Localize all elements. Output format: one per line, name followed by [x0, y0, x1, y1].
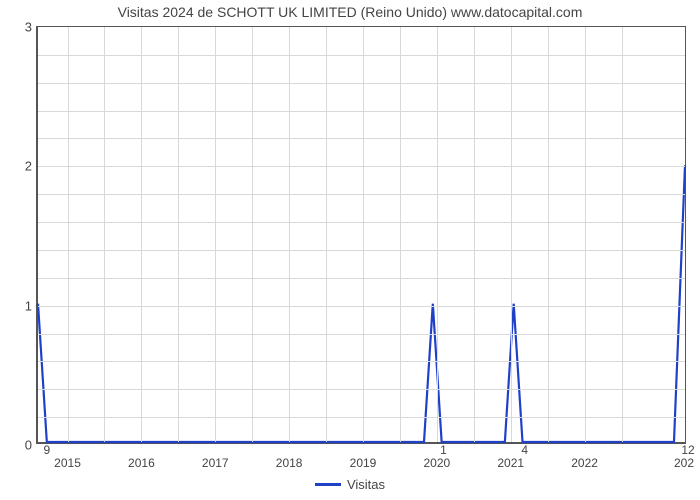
x-gridline [289, 27, 290, 442]
plot-area: 0123201520162017201820192020202120222029… [36, 26, 686, 444]
y-minor-gridline [38, 250, 685, 251]
y-tick-label: 1 [25, 298, 38, 313]
y-minor-gridline [38, 361, 685, 362]
x-minor-gridline [622, 27, 623, 442]
y-minor-gridline [38, 138, 685, 139]
x-minor-gridline [252, 27, 253, 442]
x-minor-gridline [548, 27, 549, 442]
x-gridline [585, 27, 586, 442]
x-tick-label: 2015 [54, 442, 81, 470]
x-tick-label: 2017 [202, 442, 229, 470]
legend-label: Visitas [347, 477, 385, 492]
x-tick-label: 2019 [350, 442, 377, 470]
y-gridline [38, 166, 685, 167]
x-tick-label: 2016 [128, 442, 155, 470]
y-minor-gridline [38, 194, 685, 195]
y-minor-gridline [38, 389, 685, 390]
y-minor-gridline [38, 55, 685, 56]
y-minor-gridline [38, 222, 685, 223]
y-minor-gridline [38, 278, 685, 279]
value-label: 12 [681, 442, 694, 457]
x-tick-label: 2022 [571, 442, 598, 470]
y-gridline [38, 306, 685, 307]
x-minor-gridline [400, 27, 401, 442]
x-gridline [68, 27, 69, 442]
value-label: 4 [521, 442, 528, 457]
x-tick-label: 2021 [497, 442, 524, 470]
x-minor-gridline [326, 27, 327, 442]
x-gridline [363, 27, 364, 442]
x-minor-gridline [104, 27, 105, 442]
y-minor-gridline [38, 334, 685, 335]
legend-swatch [315, 483, 341, 486]
x-gridline [511, 27, 512, 442]
chart-title: Visitas 2024 de SCHOTT UK LIMITED (Reino… [0, 4, 700, 20]
y-minor-gridline [38, 83, 685, 84]
y-tick-label: 2 [25, 159, 38, 174]
x-gridline [141, 27, 142, 442]
y-minor-gridline [38, 111, 685, 112]
chart-container: Visitas 2024 de SCHOTT UK LIMITED (Reino… [0, 0, 700, 500]
y-minor-gridline [38, 417, 685, 418]
legend: Visitas [0, 476, 700, 492]
y-tick-label: 0 [25, 438, 38, 453]
x-tick-label: 2018 [276, 442, 303, 470]
x-minor-gridline [178, 27, 179, 442]
value-label: 1 [440, 442, 447, 457]
x-gridline [437, 27, 438, 442]
x-gridline [215, 27, 216, 442]
x-minor-gridline [474, 27, 475, 442]
y-tick-label: 3 [25, 20, 38, 35]
series-line [38, 27, 685, 442]
value-label: 9 [44, 442, 51, 457]
